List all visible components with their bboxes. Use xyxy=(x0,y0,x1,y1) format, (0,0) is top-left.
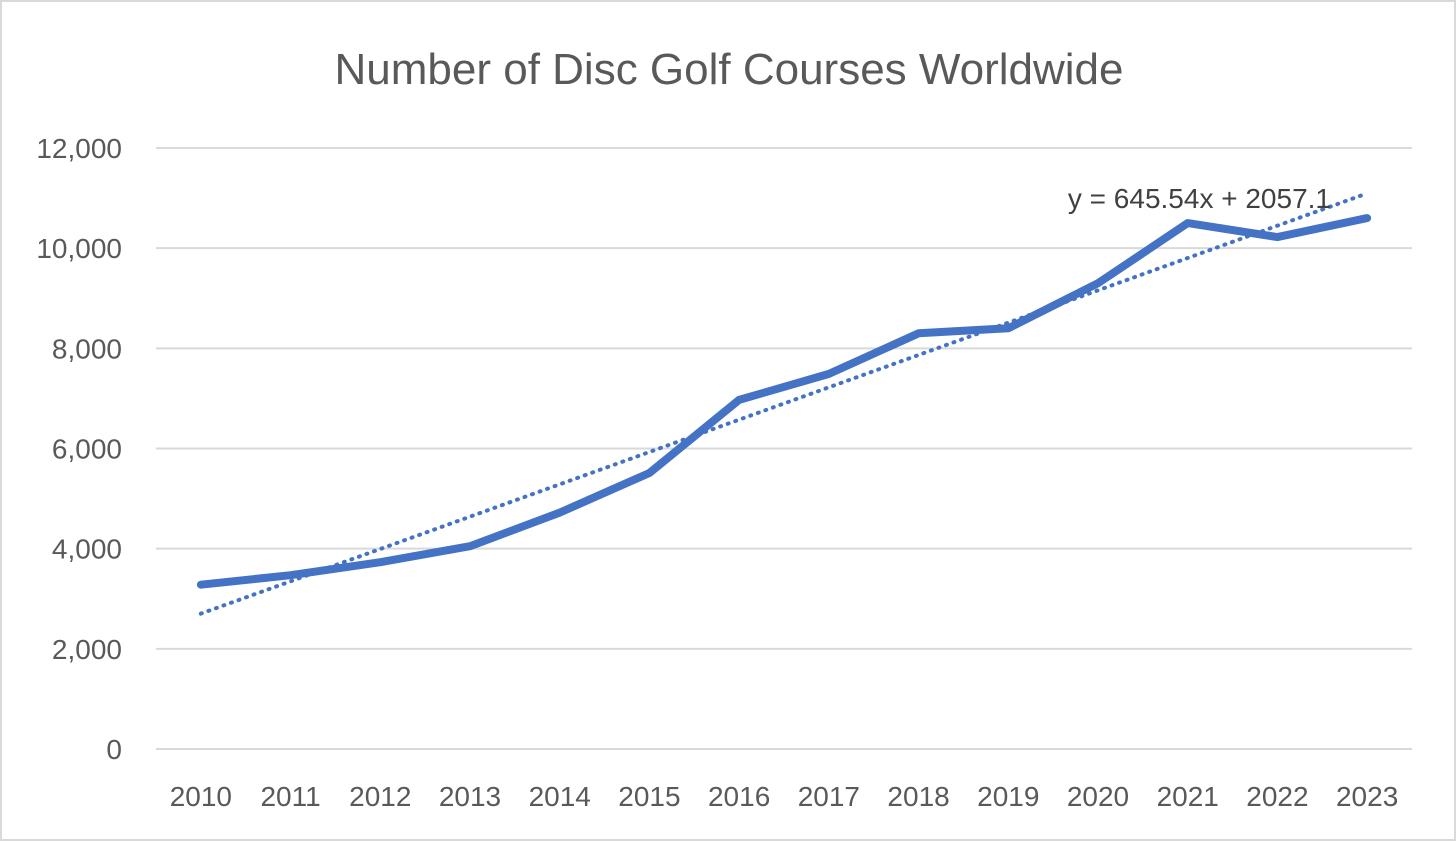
x-tick-label: 2022 xyxy=(1246,781,1308,812)
trendline xyxy=(198,191,1370,616)
x-tick-label: 2011 xyxy=(260,781,320,812)
x-tick-label: 2010 xyxy=(170,781,232,812)
x-axis-tick-labels: 2010 2011 2012 2013 2014 2015 2016 2017 2018 2019… xyxy=(170,781,1399,812)
x-tick-label: 2021 xyxy=(1157,781,1219,812)
y-tick-label: 8,000 xyxy=(52,333,122,364)
gridlines xyxy=(156,147,1412,750)
x-tick-label: 2023 xyxy=(1336,781,1398,812)
series-lines xyxy=(196,214,1372,589)
y-tick-label: 6,000 xyxy=(52,434,122,465)
x-tick-label: 2017 xyxy=(798,781,860,812)
x-tick-label: 2014 xyxy=(529,781,591,812)
x-tick-label: 2012 xyxy=(349,781,411,812)
y-tick-label: 0 xyxy=(106,734,122,765)
series-line xyxy=(196,214,1372,589)
x-tick-label: 2015 xyxy=(618,781,680,812)
y-tick-label: 2,000 xyxy=(52,634,122,665)
y-axis-tick-labels: 0 2,000 4,000 6,000 8,000 10,000 12,000 xyxy=(36,133,122,765)
y-tick-label: 4,000 xyxy=(52,534,122,565)
y-tick-label: 12,000 xyxy=(36,133,122,164)
y-tick-label: 10,000 xyxy=(36,233,122,264)
trendline-path xyxy=(198,191,1370,616)
x-tick-label: 2016 xyxy=(708,781,770,812)
x-tick-label: 2013 xyxy=(439,781,501,812)
trendline-equation: y = 645.54x + 2057.1 xyxy=(1068,183,1331,214)
x-tick-label: 2020 xyxy=(1067,781,1129,812)
chart-title: Number of Disc Golf Courses Worldwide xyxy=(335,45,1124,94)
x-tick-label: 2018 xyxy=(887,781,949,812)
x-tick-label: 2019 xyxy=(977,781,1039,812)
